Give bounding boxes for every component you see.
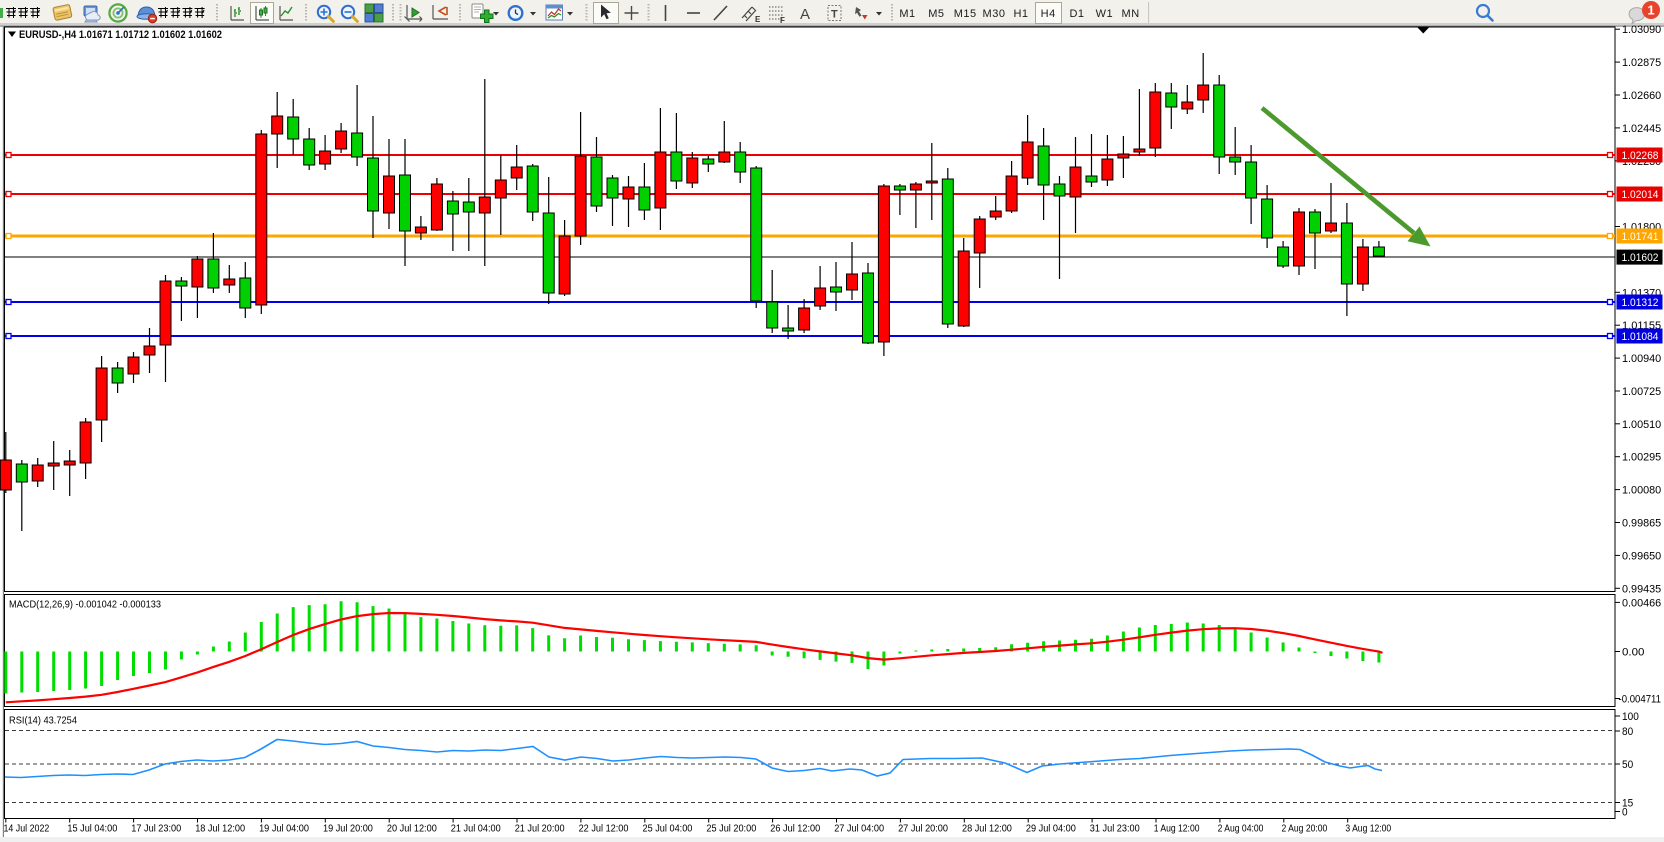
svg-text:1.02268: 1.02268	[1622, 150, 1659, 162]
svg-text:15: 15	[1622, 798, 1633, 810]
svg-text:29 Jul 04:00: 29 Jul 04:00	[1026, 824, 1076, 835]
svg-text:2 Aug 20:00: 2 Aug 20:00	[1282, 824, 1328, 835]
svg-text:1.01312: 1.01312	[1622, 297, 1659, 309]
svg-text:1.02875: 1.02875	[1622, 57, 1661, 69]
svg-text:1: 1	[1647, 3, 1654, 18]
svg-text:RSI(14) 43.7254: RSI(14) 43.7254	[9, 715, 77, 727]
svg-text:1.00510: 1.00510	[1622, 419, 1661, 431]
svg-text:MACD(12,26,9) -0.001042 -0.000: MACD(12,26,9) -0.001042 -0.000133	[9, 599, 161, 611]
svg-text:31 Jul 23:00: 31 Jul 23:00	[1090, 824, 1140, 835]
svg-text:1.02014: 1.02014	[1622, 189, 1659, 201]
svg-text:1 Aug 12:00: 1 Aug 12:00	[1154, 824, 1200, 835]
svg-text:22 Jul 12:00: 22 Jul 12:00	[579, 824, 629, 835]
svg-text:M1: M1	[899, 8, 915, 20]
svg-text:1.00080: 1.00080	[1622, 485, 1661, 497]
svg-text:1.02445: 1.02445	[1622, 123, 1661, 135]
svg-text:H1: H1	[1013, 8, 1028, 20]
svg-text:17 Jul 23:00: 17 Jul 23:00	[131, 824, 181, 835]
svg-text:1.01741: 1.01741	[1622, 231, 1659, 243]
svg-text:80: 80	[1622, 726, 1633, 738]
svg-text:26 Jul 12:00: 26 Jul 12:00	[770, 824, 820, 835]
svg-text:27 Jul 04:00: 27 Jul 04:00	[834, 824, 884, 835]
svg-text:F: F	[780, 16, 785, 25]
svg-text:-0.004711: -0.004711	[1619, 694, 1662, 706]
svg-text:1.01602: 1.01602	[1622, 252, 1659, 264]
svg-text:1.00725: 1.00725	[1622, 386, 1661, 398]
svg-text:D1: D1	[1069, 8, 1084, 20]
svg-text:25 Jul 20:00: 25 Jul 20:00	[706, 824, 756, 835]
svg-text:1.00295: 1.00295	[1622, 452, 1661, 464]
svg-text:A: A	[800, 6, 810, 23]
svg-text:100: 100	[1622, 711, 1639, 723]
svg-text:E: E	[755, 15, 761, 24]
svg-text:M5: M5	[928, 8, 944, 20]
svg-text:20 Jul 12:00: 20 Jul 12:00	[387, 824, 437, 835]
svg-text:1.00940: 1.00940	[1622, 353, 1661, 365]
svg-text:15 Jul 04:00: 15 Jul 04:00	[67, 824, 117, 835]
svg-text:21 Jul 04:00: 21 Jul 04:00	[451, 824, 501, 835]
svg-text:W1: W1	[1096, 8, 1114, 20]
svg-text:0.99650: 0.99650	[1622, 550, 1661, 562]
svg-text:0: 0	[1622, 807, 1628, 819]
svg-text:MN: MN	[1122, 8, 1140, 20]
svg-text:19 Jul 04:00: 19 Jul 04:00	[259, 824, 309, 835]
svg-text:50: 50	[1622, 759, 1633, 771]
svg-text:T: T	[831, 9, 838, 21]
svg-text:27 Jul 20:00: 27 Jul 20:00	[898, 824, 948, 835]
svg-text:1.02660: 1.02660	[1622, 90, 1661, 102]
svg-text:M30: M30	[983, 8, 1006, 20]
svg-text:2 Aug 04:00: 2 Aug 04:00	[1218, 824, 1264, 835]
svg-text:19 Jul 20:00: 19 Jul 20:00	[323, 824, 373, 835]
svg-text:1.01084: 1.01084	[1622, 331, 1659, 343]
svg-text:3 Aug 12:00: 3 Aug 12:00	[1345, 824, 1391, 835]
svg-text:25 Jul 04:00: 25 Jul 04:00	[643, 824, 693, 835]
svg-text:21 Jul 20:00: 21 Jul 20:00	[515, 824, 565, 835]
svg-text:0.99435: 0.99435	[1622, 583, 1661, 595]
svg-text:H4: H4	[1041, 8, 1056, 20]
svg-text:18 Jul 12:00: 18 Jul 12:00	[195, 824, 245, 835]
svg-text:0.99865: 0.99865	[1622, 518, 1661, 530]
svg-text:28 Jul 12:00: 28 Jul 12:00	[962, 824, 1012, 835]
svg-text:14 Jul 2022: 14 Jul 2022	[4, 824, 50, 835]
svg-text:EURUSD-,H4 1.01671 1.01712 1.: EURUSD-,H4 1.01671 1.01712 1.01602 1.016…	[19, 29, 222, 41]
svg-text:0.00466: 0.00466	[1622, 597, 1661, 609]
svg-text:1.03090: 1.03090	[1622, 24, 1661, 36]
svg-text:M15: M15	[954, 8, 977, 20]
svg-text:0.00: 0.00	[1622, 647, 1644, 659]
